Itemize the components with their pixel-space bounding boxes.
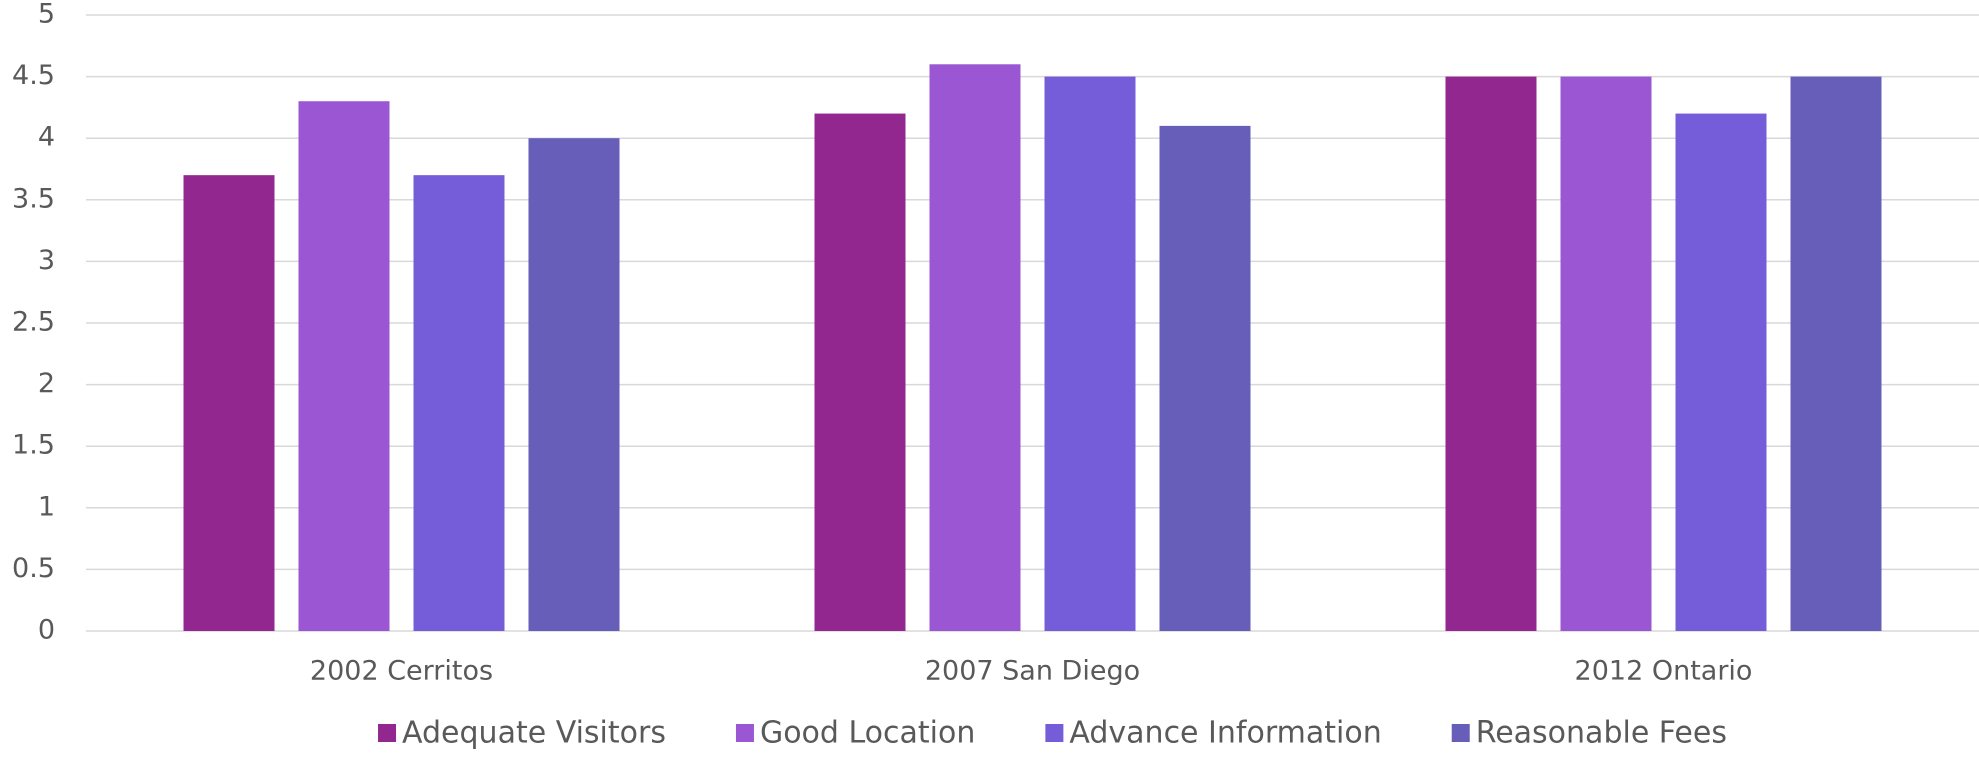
bar bbox=[1044, 76, 1136, 632]
legend-label: Good Location bbox=[760, 716, 975, 751]
y-tick-label: 0.5 bbox=[12, 553, 55, 584]
bar bbox=[1675, 113, 1767, 631]
legend-swatch bbox=[1451, 724, 1470, 742]
x-tick-label: 2007 San Diego bbox=[925, 656, 1140, 687]
y-tick-label: 4 bbox=[38, 122, 55, 153]
legend-label: Reasonable Fees bbox=[1476, 716, 1727, 751]
bar bbox=[1790, 76, 1882, 632]
bar bbox=[1159, 125, 1251, 631]
bar bbox=[183, 175, 275, 631]
legend-swatch bbox=[1045, 724, 1064, 742]
legend-label: Advance Information bbox=[1069, 716, 1381, 751]
bar bbox=[298, 101, 390, 632]
bar bbox=[528, 138, 620, 631]
y-tick-label: 4.5 bbox=[12, 60, 55, 91]
legend-label: Adequate Visitors bbox=[402, 716, 666, 751]
x-tick-label: 2012 Ontario bbox=[1575, 656, 1753, 687]
y-tick-label: 2 bbox=[38, 368, 55, 399]
bar bbox=[1445, 76, 1537, 632]
y-tick-label: 1.5 bbox=[12, 430, 55, 461]
y-tick-label: 3.5 bbox=[12, 183, 55, 214]
x-tick-label: 2002 Cerritos bbox=[310, 656, 493, 687]
bar bbox=[413, 175, 505, 631]
bar bbox=[929, 64, 1021, 631]
y-tick-label: 2.5 bbox=[12, 307, 55, 338]
y-tick-label: 0 bbox=[38, 615, 55, 646]
bar bbox=[1560, 76, 1652, 632]
y-tick-label: 3 bbox=[38, 245, 55, 276]
legend-swatch bbox=[378, 724, 397, 742]
y-tick-label: 5 bbox=[38, 0, 55, 30]
y-tick-label: 1 bbox=[38, 491, 55, 522]
legend-swatch bbox=[735, 724, 754, 742]
bar bbox=[814, 113, 906, 631]
